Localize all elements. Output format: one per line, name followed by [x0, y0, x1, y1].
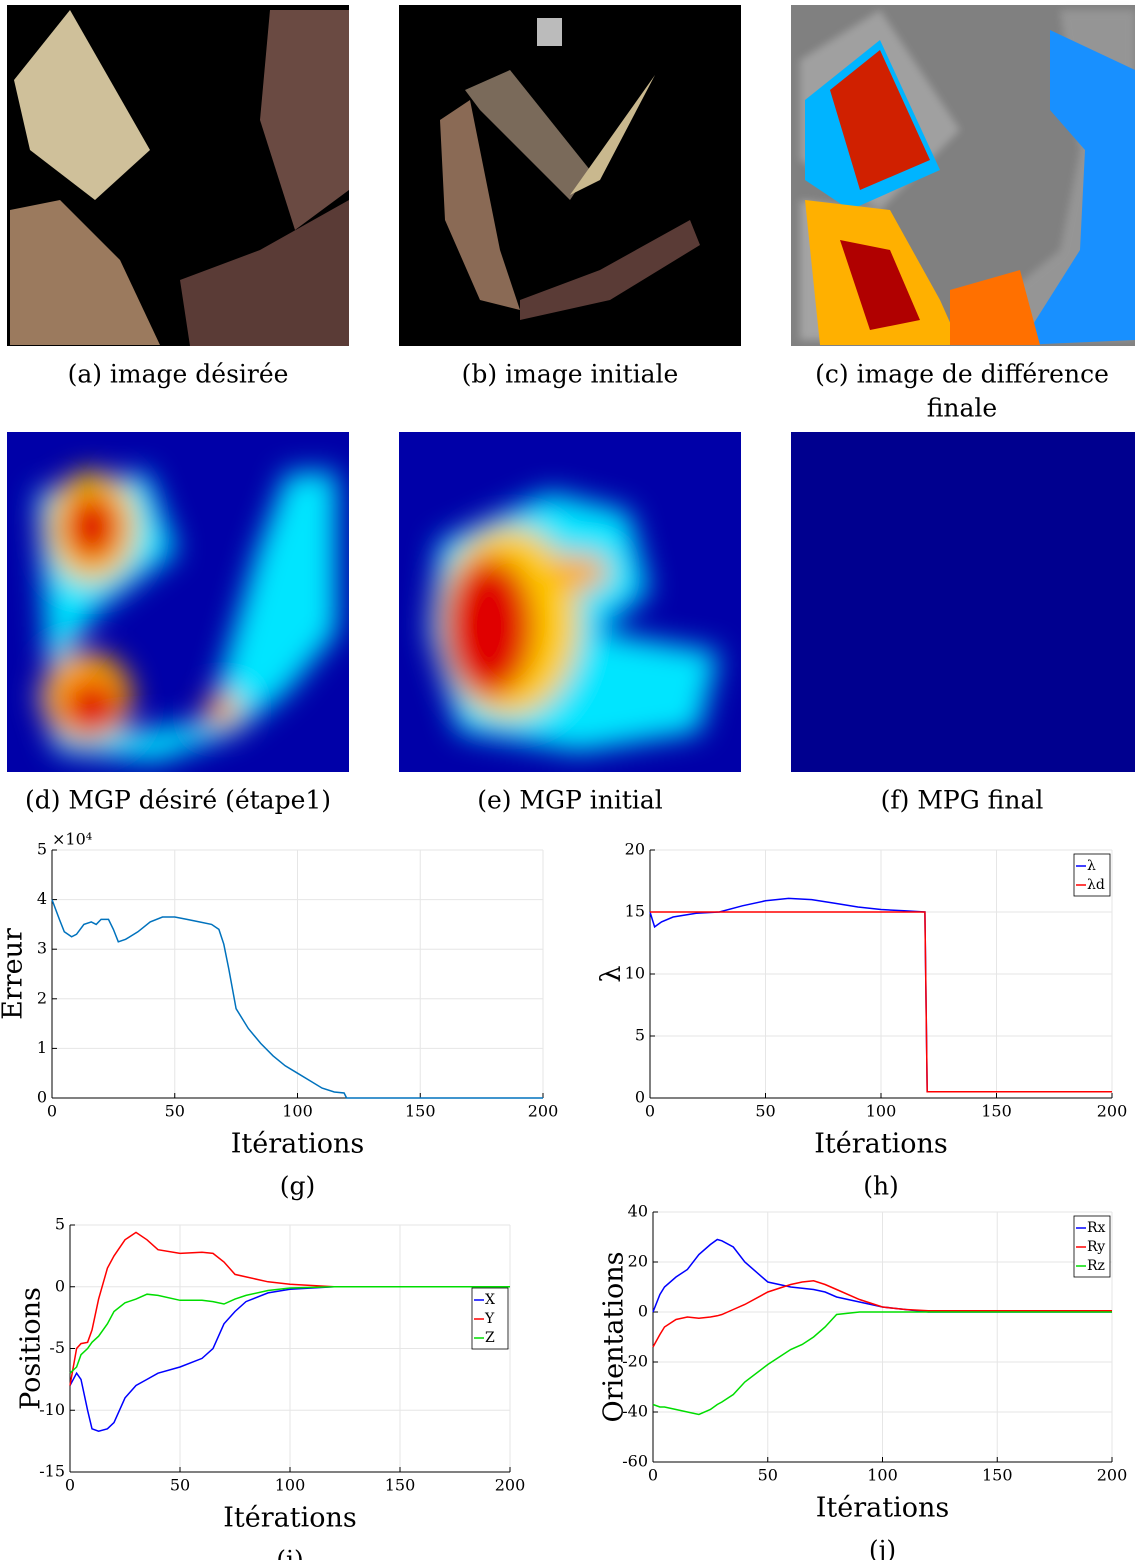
y-tick-label: 5 [635, 1026, 645, 1045]
subcaption: (i) [276, 1546, 304, 1560]
x-tick-label: 200 [528, 1102, 559, 1121]
series-line [69, 1286, 510, 1432]
x-tick-label: 200 [1097, 1102, 1128, 1121]
y-tick-label: 5 [55, 1215, 65, 1234]
y-axis-label: λ [596, 965, 627, 982]
y-tick-label: 20 [625, 840, 645, 859]
image-caption: (e) MGP initial [477, 786, 663, 815]
legend-label: Rx [1087, 1220, 1106, 1236]
y-tick-label: -40 [622, 1402, 648, 1421]
subcaption: (j) [869, 1536, 896, 1560]
y-tick-label: -10 [39, 1400, 65, 1419]
series-line [652, 1311, 1112, 1416]
y-tick-label: 2 [37, 988, 47, 1007]
series-line [650, 911, 1112, 1093]
y-axis-label: Positions [16, 1287, 47, 1410]
y-axis-label: Orientations [599, 1252, 630, 1423]
x-tick-label: 0 [47, 1102, 57, 1121]
y-tick-label: 0 [37, 1088, 47, 1107]
image-f [791, 30, 1135, 772]
legend-label: Ry [1087, 1239, 1105, 1255]
x-tick-label: 100 [866, 1102, 897, 1121]
y-tick-label: 0 [55, 1276, 65, 1295]
x-tick-label: 50 [755, 1102, 775, 1121]
y-tick-label: 4 [37, 889, 47, 908]
legend-label: Z [485, 1330, 495, 1346]
x-tick-label: 150 [982, 1466, 1013, 1485]
x-tick-label: 150 [385, 1476, 416, 1495]
x-tick-label: 150 [981, 1102, 1012, 1121]
x-tick-label: 50 [170, 1476, 190, 1495]
legend-label: Y [484, 1311, 495, 1327]
subcaption: (h) [863, 1172, 899, 1201]
x-tick-label: 50 [758, 1466, 778, 1485]
y-tick-label: 15 [625, 902, 645, 921]
x-tick-label: 0 [65, 1476, 75, 1495]
y-tick-label: 5 [37, 840, 47, 859]
x-tick-label: 150 [405, 1102, 436, 1121]
y-tick-label: 0 [635, 1088, 645, 1107]
y-axis-label: Erreur [0, 928, 29, 1020]
x-axis-label: Itérations [814, 1129, 947, 1160]
x-tick-label: 100 [282, 1102, 313, 1121]
image-caption: finale [927, 394, 997, 423]
image-caption: (b) image initiale [462, 360, 679, 389]
y-tick-label: 0 [638, 1302, 648, 1321]
legend-label: λd [1087, 877, 1105, 893]
image-caption: (c) image de différence [815, 360, 1109, 389]
x-tick-label: 100 [867, 1466, 898, 1485]
x-axis-label: Itérations [816, 1493, 949, 1524]
image-e [399, 432, 741, 772]
y-tick-label: 1 [37, 1038, 47, 1057]
x-tick-label: 200 [495, 1476, 526, 1495]
image-b [399, 5, 741, 346]
image-caption: (f) MPG final [881, 786, 1044, 815]
x-tick-label: 50 [165, 1102, 185, 1121]
series-line [652, 1280, 1112, 1348]
legend-label: X [485, 1292, 495, 1308]
y-tick-label: -15 [39, 1462, 65, 1481]
y-tick-label: -5 [49, 1338, 65, 1357]
y-tick-label: 40 [628, 1202, 648, 1221]
y-exponent: ×10⁴ [52, 830, 92, 849]
x-axis-label: Itérations [223, 1503, 356, 1534]
x-tick-label: 100 [275, 1476, 306, 1495]
x-tick-label: 0 [648, 1466, 658, 1485]
series-line [649, 897, 1112, 1093]
series-line [51, 899, 543, 1099]
x-axis-label: Itérations [231, 1129, 364, 1160]
y-tick-label: 20 [628, 1252, 648, 1271]
x-tick-label: 0 [645, 1102, 655, 1121]
image-d [7, 432, 349, 772]
image-caption: (a) image désirée [68, 360, 289, 389]
y-tick-label: 10 [625, 964, 645, 983]
legend-box [1073, 853, 1111, 897]
x-tick-label: 200 [1097, 1466, 1128, 1485]
image-a [7, 5, 349, 346]
y-tick-label: 3 [37, 939, 47, 958]
series-line [69, 1231, 510, 1386]
legend-label: Rz [1087, 1258, 1105, 1274]
y-tick-label: -20 [622, 1352, 648, 1371]
image-caption: (d) MGP désiré (étape1) [25, 786, 331, 815]
legend-label: λ [1087, 858, 1096, 874]
y-tick-label: -60 [622, 1452, 648, 1471]
subcaption: (g) [280, 1172, 316, 1201]
series-line [69, 1286, 510, 1374]
